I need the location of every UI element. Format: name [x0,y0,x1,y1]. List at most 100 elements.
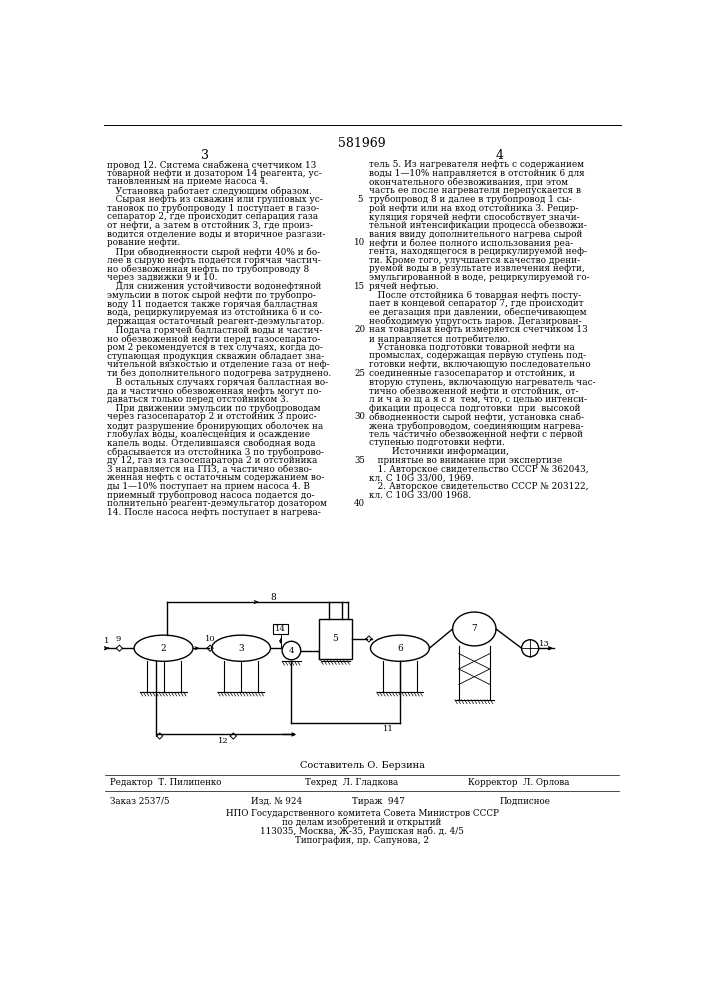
Text: необходимую упругость паров. Дегазирован-: необходимую упругость паров. Дегазирован… [369,317,582,326]
Text: ти. Кроме того, улучшается качество дрени-: ти. Кроме того, улучшается качество дрен… [369,256,580,265]
Text: 4: 4 [288,647,294,655]
Text: НПО Государственного комитета Совета Министров СССР: НПО Государственного комитета Совета Мин… [226,808,498,818]
Text: держащая остаточный реагент-деэмульгатор.: держащая остаточный реагент-деэмульгатор… [107,317,325,326]
Text: тель частично обезвоженной нефти с первой: тель частично обезвоженной нефти с перво… [369,430,583,439]
Text: рование нефти.: рование нефти. [107,238,180,247]
Text: жена трубопроводом, соединяющим нагрева-: жена трубопроводом, соединяющим нагрева- [369,421,583,431]
Text: 7: 7 [472,624,477,633]
Text: водится отделение воды и вторичное разгази-: водится отделение воды и вторичное разга… [107,230,325,239]
Text: 2. Авторское свидетельство СССР № 203122,: 2. Авторское свидетельство СССР № 203122… [369,482,588,491]
Text: пает в концевой сепаратор 7, где происходит: пает в концевой сепаратор 7, где происхо… [369,299,583,308]
Text: ду 12, газ из газосепаратора 2 и отстойника: ду 12, газ из газосепаратора 2 и отстойн… [107,456,317,465]
Text: готовки нефти, включающую последовательно: готовки нефти, включающую последовательн… [369,360,590,369]
Text: женная нефть с остаточным содержанием во-: женная нефть с остаточным содержанием во… [107,473,325,482]
Text: соединенные газосепаратор и отстойник, и: соединенные газосепаратор и отстойник, и [369,369,575,378]
Text: через газосепаратор 2 и отстойник 3 проис-: через газосепаратор 2 и отстойник 3 прои… [107,412,317,421]
Text: Подписное: Подписное [499,797,550,806]
Ellipse shape [211,635,271,661]
Circle shape [522,640,539,657]
Text: рячей нефтью.: рячей нефтью. [369,282,438,291]
Ellipse shape [134,635,193,661]
Text: принятые во внимание при экспертизе: принятые во внимание при экспертизе [369,456,562,465]
Text: кл. С 10G 33/00, 1969.: кл. С 10G 33/00, 1969. [369,473,474,482]
Text: Корректор  Л. Орлова: Корректор Л. Орлова [468,778,570,787]
Text: Составитель О. Берзина: Составитель О. Берзина [300,761,424,770]
Text: чительной вязкостью и отделение газа от неф-: чительной вязкостью и отделение газа от … [107,360,329,369]
Text: даваться только перед отстойником 3.: даваться только перед отстойником 3. [107,395,288,404]
Text: 30: 30 [354,412,365,421]
Text: 12: 12 [218,737,228,745]
Text: Источники информации,: Источники информации, [369,447,509,456]
Text: 6: 6 [397,644,403,653]
Text: ходит разрушение бронирующих оболочек на: ходит разрушение бронирующих оболочек на [107,421,323,431]
Text: При обводненности сырой нефти 40% и бо-: При обводненности сырой нефти 40% и бо- [107,247,320,257]
Text: окончательного обезвоживания, при этом: окончательного обезвоживания, при этом [369,177,568,187]
Text: ная товарная нефть измеряется счетчиком 13: ная товарная нефть измеряется счетчиком … [369,325,588,334]
Text: 14. После насоса нефть поступает в нагрева-: 14. После насоса нефть поступает в нагре… [107,508,321,517]
Text: полнительно реагент-деэмульгатор дозатором: полнительно реагент-деэмульгатор дозатор… [107,499,327,508]
Text: от нефти, а затем в отстойник 3, где произ-: от нефти, а затем в отстойник 3, где про… [107,221,313,230]
Text: часть ее после нагревателя перепускается в: часть ее после нагревателя перепускается… [369,186,581,195]
Text: При движении эмульсии по трубопроводам: При движении эмульсии по трубопроводам [107,404,320,413]
Text: но обезвоженная нефть по трубопроводу 8: но обезвоженная нефть по трубопроводу 8 [107,264,309,274]
Text: и направляется потребителю.: и направляется потребителю. [369,334,510,344]
Text: Редактор  Т. Пилипенко: Редактор Т. Пилипенко [110,778,221,787]
Text: по делам изобретений и открытий: по делам изобретений и открытий [282,817,442,827]
Text: ступающая продукция скважин обладает зна-: ступающая продукция скважин обладает зна… [107,351,325,361]
Text: ром 2 рекомендуется в тех случаях, когда до-: ром 2 рекомендуется в тех случаях, когда… [107,343,323,352]
Text: Для снижения устойчивости водонефтяной: Для снижения устойчивости водонефтяной [107,282,322,291]
Text: Заказ 2537/5: Заказ 2537/5 [110,797,170,806]
Text: гента, находящегося в рециркулируемой неф-: гента, находящегося в рециркулируемой не… [369,247,587,256]
Text: но обезвоженной нефти перед газосепарато-: но обезвоженной нефти перед газосепарато… [107,334,320,344]
Text: 11: 11 [383,725,394,733]
Text: сбрасывается из отстойника 3 по трубопрово-: сбрасывается из отстойника 3 по трубопро… [107,447,324,457]
Text: 1. Авторское свидетельство СССР № 362043,: 1. Авторское свидетельство СССР № 362043… [369,465,588,474]
Circle shape [282,641,300,660]
Text: 5: 5 [333,634,339,643]
Bar [320,619,352,659]
Text: Типография, пр. Сапунова, 2: Типография, пр. Сапунова, 2 [295,836,429,845]
Text: 2: 2 [160,644,166,653]
Text: 3: 3 [201,149,209,162]
Text: трубопровод 8 и далее в трубопровод 1 сы-: трубопровод 8 и далее в трубопровод 1 сы… [369,195,572,204]
Text: вания ввиду дополнительного нагрева сырой: вания ввиду дополнительного нагрева сыро… [369,230,583,239]
Text: 25: 25 [354,369,365,378]
Text: Подача горячей балластной воды и частич-: Подача горячей балластной воды и частич- [107,325,322,335]
Text: 113035, Москва, Ж-35, Раушская наб. д. 4/5: 113035, Москва, Ж-35, Раушская наб. д. 4… [260,827,464,836]
Text: вода, рециркулируемая из отстойника 6 и со-: вода, рециркулируемая из отстойника 6 и … [107,308,322,317]
Text: лее в сырую нефть подается горячая частич-: лее в сырую нефть подается горячая части… [107,256,321,265]
Text: 14: 14 [275,625,286,633]
Text: Техред  Л. Гладкова: Техред Л. Гладкова [305,778,399,787]
Text: тановленным на приеме насоса 4.: тановленным на приеме насоса 4. [107,177,268,186]
Text: Установка подготовки товарной нефти на: Установка подготовки товарной нефти на [369,343,575,352]
Text: нефти и более полного использования реа-: нефти и более полного использования реа- [369,238,573,248]
Bar [273,624,288,634]
Text: Тираж  947: Тираж 947 [352,797,404,806]
Ellipse shape [452,612,496,646]
Text: 15: 15 [354,282,366,291]
Text: ступенью подготовки нефти.: ступенью подготовки нефти. [369,438,505,447]
Text: ти без дополнительного подогрева затруднено.: ти без дополнительного подогрева затрудн… [107,369,331,378]
Text: эмульгированной в воде, рециркулируемой го-: эмульгированной в воде, рециркулируемой … [369,273,590,282]
Ellipse shape [370,635,429,661]
Text: 8: 8 [270,593,276,602]
Text: 35: 35 [354,456,365,465]
Text: промыслах, содержащая первую ступень под-: промыслах, содержащая первую ступень под… [369,351,586,360]
Text: через задвижки 9 и 10.: через задвижки 9 и 10. [107,273,218,282]
Text: 9: 9 [116,635,122,643]
Text: 20: 20 [354,325,366,334]
Text: Сырая нефть из скважин или групповых ус-: Сырая нефть из скважин или групповых ус- [107,195,322,204]
Text: глобулах воды, коалесценция и осаждение: глобулах воды, коалесценция и осаждение [107,430,310,439]
Text: 5: 5 [357,195,363,204]
Text: воду 11 подается также горячая балластная: воду 11 подается также горячая балластна… [107,299,317,309]
Text: 1: 1 [105,637,110,645]
Text: эмульсии в поток сырой нефти по трубопро-: эмульсии в поток сырой нефти по трубопро… [107,291,316,300]
Text: капель воды. Отделившаяся свободная вода: капель воды. Отделившаяся свободная вода [107,438,315,447]
Text: тельной интенсификации процесса обезвожи-: тельной интенсификации процесса обезвожи… [369,221,587,230]
Text: 581969: 581969 [338,137,386,150]
Text: куляция горячей нефти способствует значи-: куляция горячей нефти способствует значи… [369,212,580,222]
Text: л и ч а ю щ а я с я  тем, что, с целью интенси-: л и ч а ю щ а я с я тем, что, с целью ин… [369,395,587,404]
Text: воды 1—10% направляется в отстойник 6 для: воды 1—10% направляется в отстойник 6 дл… [369,169,585,178]
Text: После отстойника 6 товарная нефть посту-: После отстойника 6 товарная нефть посту- [369,291,581,300]
Text: приемный трубопровод насоса подается до-: приемный трубопровод насоса подается до- [107,491,315,500]
